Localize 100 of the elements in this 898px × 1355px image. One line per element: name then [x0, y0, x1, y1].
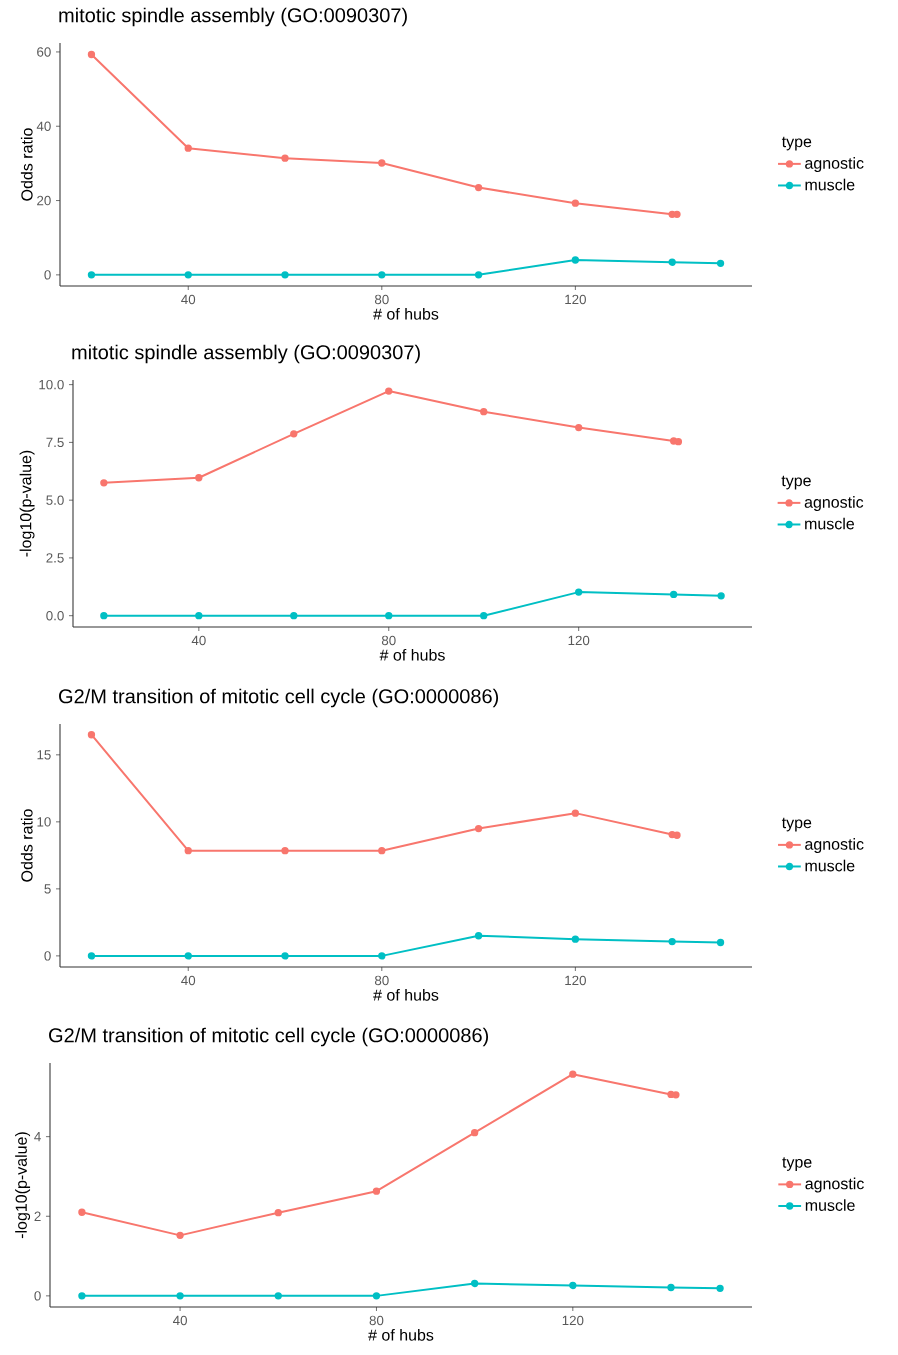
chart-title: mitotic spindle assembly (GO:0090307) — [59, 7, 407, 27]
point — [378, 271, 386, 279]
point — [281, 847, 289, 855]
x-tick-label: 40 — [191, 635, 206, 646]
y-tick-label: 15 — [37, 750, 51, 760]
point — [100, 479, 108, 487]
point — [281, 952, 289, 960]
point — [378, 952, 386, 960]
y-axis-title: -log10(p-value) — [19, 450, 35, 557]
point — [274, 1209, 282, 1217]
x-tick-label: 80 — [374, 294, 389, 305]
x-tick-label: 40 — [181, 975, 196, 986]
point — [372, 1292, 381, 1300]
point — [673, 210, 681, 218]
x-tick-label: 40 — [181, 294, 196, 305]
point — [474, 824, 483, 833]
y-tick-label: 10.0 — [39, 379, 64, 390]
point — [571, 935, 580, 943]
point — [195, 474, 203, 482]
chart-title: G2/M transition of mitotic cell cycle (GO:0000086) — [49, 1027, 489, 1047]
x-tick-label: 80 — [381, 635, 396, 646]
point — [470, 1129, 479, 1137]
x-tick-label: 120 — [568, 635, 590, 646]
point — [100, 612, 108, 620]
point — [372, 1187, 381, 1195]
point — [674, 438, 683, 446]
legend-label: agnostic — [805, 157, 864, 172]
y-tick-label: 5 — [44, 884, 51, 894]
y-axis-title: -log10(p-value) — [15, 1132, 31, 1239]
point — [669, 437, 678, 445]
point — [669, 590, 678, 599]
legend-label: muscle — [805, 1199, 855, 1211]
legend-label: agnostic — [804, 496, 864, 511]
point — [668, 258, 676, 266]
point — [385, 612, 393, 620]
point — [716, 259, 725, 268]
point — [290, 430, 298, 438]
y-tick-label: 40 — [36, 121, 51, 131]
x-tick-label: 40 — [172, 1315, 187, 1326]
point — [672, 1091, 680, 1099]
x-axis-title: # of hubs — [368, 1329, 434, 1341]
point — [184, 144, 192, 152]
legend-title: type — [782, 1157, 812, 1171]
point — [195, 612, 203, 620]
y-tick-label: 7.5 — [46, 437, 64, 448]
legend-label: agnostic — [805, 838, 864, 853]
x-tick-label: 80 — [369, 1315, 384, 1326]
point — [569, 1281, 577, 1290]
point — [87, 731, 96, 739]
point — [480, 612, 488, 620]
point — [569, 1070, 577, 1078]
point — [378, 847, 386, 855]
x-axis-title: # of hubs — [379, 648, 445, 661]
point — [78, 1208, 86, 1216]
legend-title: type — [781, 475, 811, 490]
point — [87, 952, 96, 960]
point — [87, 50, 96, 59]
y-axis-title: Odds ratio — [20, 128, 33, 201]
y-tick-label: 60 — [37, 47, 51, 57]
point — [378, 159, 386, 167]
y-tick-label: 10 — [37, 817, 51, 827]
chart-title: mitotic spindle assembly (GO:0090307) — [72, 344, 420, 364]
point — [274, 1292, 282, 1300]
point — [385, 387, 393, 395]
point — [717, 592, 725, 600]
y-tick-label: 2.5 — [46, 553, 64, 563]
y-tick-label: 0.0 — [46, 610, 64, 621]
point — [716, 938, 725, 947]
point — [184, 847, 192, 855]
point — [184, 952, 192, 960]
legend-label: muscle — [805, 178, 855, 191]
y-tick-label: 5.0 — [46, 495, 64, 505]
point — [176, 1231, 184, 1240]
point — [571, 199, 580, 207]
point — [571, 809, 580, 817]
point — [78, 1292, 86, 1300]
legend-label: agnostic — [805, 1177, 864, 1193]
legend-label: muscle — [805, 517, 855, 530]
point — [668, 937, 676, 946]
x-axis-title: # of hubs — [373, 988, 439, 1001]
point — [480, 408, 488, 416]
point — [716, 1284, 724, 1292]
point — [184, 271, 192, 279]
point — [667, 1283, 675, 1292]
point — [87, 271, 96, 279]
point — [673, 831, 681, 839]
x-axis-title: # of hubs — [373, 307, 439, 320]
point — [281, 271, 289, 279]
y-tick-label: 2 — [34, 1211, 41, 1221]
x-tick-label: 120 — [565, 975, 586, 986]
y-axis-title: Odds ratio — [20, 809, 33, 882]
x-tick-label: 80 — [374, 975, 389, 986]
x-tick-label: 120 — [562, 1315, 584, 1326]
y-tick-label: 0 — [34, 1291, 41, 1301]
point — [571, 256, 580, 264]
x-tick-label: 120 — [565, 294, 586, 305]
legend-title: type — [781, 817, 812, 832]
chart-title: G2/M transition of mitotic cell cycle (GO:0000086) — [59, 688, 499, 708]
point — [470, 1279, 479, 1288]
point — [474, 271, 483, 279]
